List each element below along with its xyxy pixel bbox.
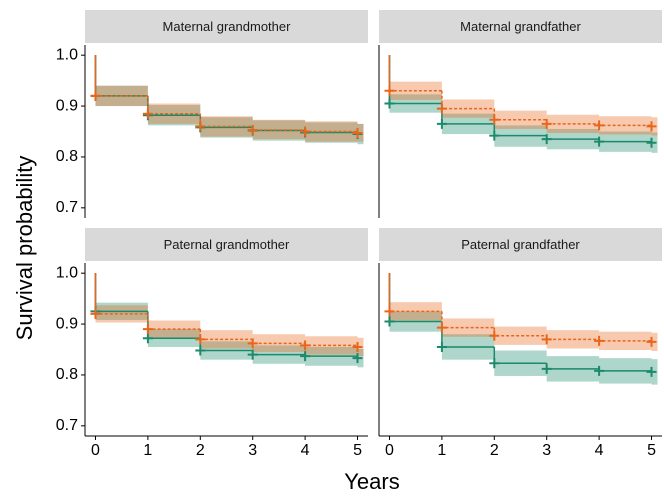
censor-mark — [247, 349, 258, 360]
x-tick-label: 3 — [248, 442, 257, 459]
x-tick-label: 0 — [385, 442, 394, 459]
censor-mark — [646, 366, 657, 377]
censor-mark — [541, 363, 552, 374]
censor-mark — [646, 137, 657, 148]
censor-mark — [594, 365, 605, 376]
censor-mark — [646, 336, 657, 347]
confidence-band — [546, 330, 600, 349]
y-tick-label: 0.8 — [56, 148, 78, 165]
confidence-band — [305, 336, 358, 355]
x-tick-label: 2 — [490, 442, 499, 459]
strip-label: Paternal grandmother — [164, 237, 290, 252]
confidence-band — [200, 116, 253, 137]
y-axis-label: Survival probability — [12, 156, 37, 341]
censor-mark — [384, 98, 395, 109]
confidence-band — [147, 103, 201, 124]
censor-mark — [352, 128, 363, 139]
confidence-band — [252, 119, 306, 140]
x-tick-label: 0 — [91, 442, 100, 459]
censor-mark — [384, 85, 395, 96]
x-axis-label: Years — [344, 469, 399, 494]
censor-mark — [195, 121, 206, 132]
censor-mark — [436, 341, 447, 352]
strip-background — [379, 10, 662, 43]
censor-mark — [646, 121, 657, 132]
censor-mark — [90, 90, 101, 101]
x-tick-label: 5 — [647, 442, 656, 459]
censor-mark — [541, 118, 552, 129]
censor-mark — [541, 334, 552, 345]
censor-mark — [142, 108, 153, 119]
confidence-band — [494, 326, 547, 345]
censor-mark — [90, 308, 101, 319]
censor-mark — [541, 134, 552, 145]
y-tick-label: 0.9 — [56, 315, 78, 332]
x-tick-label: 4 — [595, 442, 604, 459]
x-tick-label: 4 — [301, 442, 310, 459]
strip-label: Maternal grandfather — [460, 19, 581, 34]
y-tick-label: 0.7 — [56, 199, 78, 216]
x-tick-label: 1 — [437, 442, 446, 459]
strip-background — [379, 228, 662, 261]
censor-mark — [384, 306, 395, 317]
confidence-band — [389, 302, 442, 321]
confidence-band — [441, 99, 495, 118]
censor-mark — [384, 316, 395, 327]
strip-background — [85, 10, 368, 43]
censor-mark — [300, 126, 311, 137]
censor-mark — [489, 330, 500, 341]
censor-mark — [247, 338, 258, 349]
censor-mark — [594, 136, 605, 147]
censor-mark — [489, 130, 500, 141]
strip-label: Maternal grandmother — [163, 19, 292, 34]
survival-step — [388, 273, 442, 313]
strip-background — [85, 228, 368, 261]
strip-label: Paternal grandfather — [461, 237, 580, 252]
x-tick-label: 1 — [143, 442, 152, 459]
censor-mark — [436, 322, 447, 333]
censor-mark — [489, 114, 500, 125]
censor-mark — [195, 334, 206, 345]
censor-mark — [489, 358, 500, 369]
censor-mark — [594, 120, 605, 131]
x-tick-label: 3 — [542, 442, 551, 459]
censor-mark — [436, 118, 447, 129]
censor-mark — [300, 340, 311, 351]
censor-mark — [352, 353, 363, 364]
y-tick-label: 1.0 — [56, 264, 78, 281]
censor-mark — [247, 124, 258, 135]
censor-mark — [436, 103, 447, 114]
y-tick-label: 0.9 — [56, 97, 78, 114]
censor-mark — [142, 333, 153, 344]
y-tick-label: 1.0 — [56, 46, 78, 63]
y-tick-label: 0.7 — [56, 417, 78, 434]
censor-mark — [594, 335, 605, 346]
x-tick-label: 2 — [196, 442, 205, 459]
censor-mark — [142, 324, 153, 335]
y-tick-label: 0.8 — [56, 366, 78, 383]
censor-mark — [300, 351, 311, 362]
censor-mark — [195, 345, 206, 356]
survival-step — [493, 327, 547, 337]
x-tick-label: 5 — [353, 442, 362, 459]
censor-mark — [352, 341, 363, 352]
